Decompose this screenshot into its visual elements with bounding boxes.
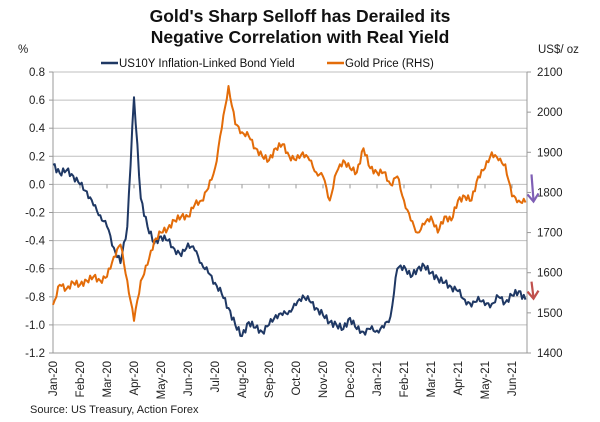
yield-down-arrow (526, 281, 540, 301)
right-tick-label: 1700 (537, 228, 563, 240)
left-axis-ticks: 0.8 0.6 0.4 0.2 0.0 -0.2 -0.4 -0.6 -0.8 -1.0 -1.2 (25, 67, 53, 360)
series-line-gold (52, 85, 527, 322)
x-tick-label: Apr-20 (129, 361, 141, 396)
left-tick-label: -0.4 (25, 236, 45, 248)
left-tick-label: 0.4 (29, 123, 46, 135)
x-tick-label: Feb-20 (75, 361, 87, 397)
x-tick-label: May-20 (156, 361, 168, 399)
left-tick-label: -0.2 (25, 208, 45, 220)
left-tick-label: -1.2 (25, 348, 45, 360)
left-tick-label: -1.0 (25, 320, 45, 332)
left-tick-label: 0.6 (29, 95, 45, 107)
left-tick-label: 0.0 (29, 179, 45, 191)
chart-title-line-1: Gold's Sharp Selloff has Derailed its (149, 6, 451, 26)
right-tick-label: 1400 (537, 348, 563, 360)
x-axis-ticks: Jan-20 Feb-20 Mar-20 Apr-20 May-20 Jun-20 Jul-… (48, 184, 519, 399)
source-note: Source: US Treasury, Action Forex (30, 404, 199, 416)
legend: US10Y Inflation-Linked Bond Yield Gold P… (101, 58, 434, 70)
gold-down-arrow (526, 174, 540, 204)
series-line-yield (52, 96, 527, 338)
x-tick-label: Jul-20 (210, 361, 222, 392)
right-tick-label: 2000 (537, 107, 563, 119)
right-tick-label: 2100 (537, 67, 563, 79)
chart-title-line-2: Negative Correlation with Real Yield (150, 27, 450, 47)
arrow-shaft (530, 174, 535, 201)
legend-label-gold: Gold Price (RHS) (345, 58, 434, 70)
x-tick-label: Sep-20 (264, 361, 276, 398)
arrow-head (526, 192, 540, 204)
right-axis-ticks: 2100 2000 1900 1800 1700 1600 1500 1400 (527, 67, 563, 360)
annotations (526, 174, 540, 301)
x-tick-label: Oct-20 (291, 361, 303, 396)
arrow-shaft (530, 281, 535, 298)
x-tick-label: Jan-20 (48, 361, 60, 396)
left-tick-label: -0.6 (25, 264, 45, 276)
series-lines (52, 85, 527, 338)
right-tick-label: 1800 (537, 187, 563, 199)
x-tick-label: Feb-21 (399, 361, 411, 397)
x-tick-label: Mar-21 (426, 361, 438, 397)
x-tick-label: Jun-20 (183, 361, 195, 396)
x-tick-label: Dec-20 (345, 361, 357, 398)
x-tick-label: Apr-21 (453, 361, 465, 396)
left-axis-unit: % (18, 44, 28, 56)
legend-label-yield: US10Y Inflation-Linked Bond Yield (119, 58, 295, 70)
arrow-head (526, 290, 540, 301)
right-tick-label: 1900 (537, 147, 563, 159)
chart-title: Gold's Sharp Selloff has Derailed its Ne… (0, 6, 600, 48)
left-tick-label: 0.8 (29, 67, 45, 79)
right-tick-label: 1500 (537, 308, 563, 320)
right-tick-label: 1600 (537, 268, 563, 280)
x-tick-label: Nov-20 (318, 361, 330, 398)
x-tick-label: May-21 (480, 361, 492, 399)
x-tick-label: Aug-20 (237, 361, 249, 398)
x-tick-label: Mar-20 (102, 361, 114, 397)
x-tick-label: Jun-21 (507, 361, 519, 396)
x-tick-label: Jan-21 (372, 361, 384, 396)
right-axis-unit: US$/ oz (538, 44, 579, 56)
left-tick-label: -0.8 (25, 292, 45, 304)
left-tick-label: 0.2 (29, 151, 45, 163)
